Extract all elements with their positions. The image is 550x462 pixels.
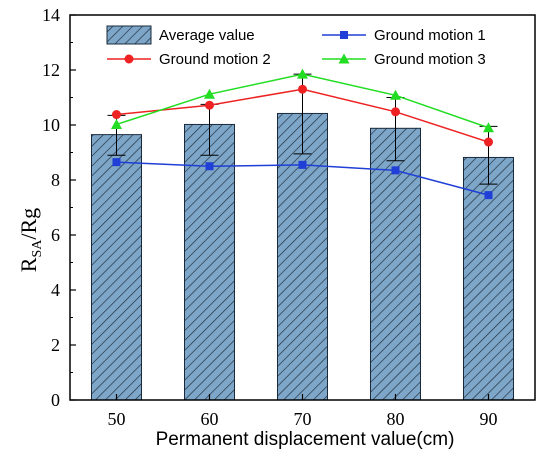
series-point-60 <box>205 100 214 110</box>
legend: Average value Ground motion 1 Ground motio… <box>106 25 486 68</box>
series-3 <box>111 68 494 133</box>
series-point-80 <box>390 89 401 100</box>
series-point-50 <box>112 158 121 167</box>
y-tick-label: 4 <box>51 280 60 300</box>
legend-label: Ground motion 2 <box>159 51 271 68</box>
series-point-60 <box>204 88 215 99</box>
x-axis-title: Permanent displacement value(cm) <box>156 429 455 450</box>
x-tick-label: 60 <box>201 409 219 429</box>
series-point-70 <box>297 68 308 79</box>
series-point-80 <box>391 166 400 175</box>
y-tick-label: 0 <box>51 390 60 410</box>
legend-item-3: Ground motion 2 <box>107 51 271 68</box>
series-point-50 <box>111 118 122 129</box>
legend-swatch <box>106 25 152 45</box>
x-tick-label: 50 <box>108 409 126 429</box>
y-axis-title: RSA/Rg <box>16 208 45 272</box>
series-1 <box>112 158 493 200</box>
legend-swatch-marker <box>338 53 350 64</box>
series-point-70 <box>298 84 307 94</box>
x-tick-label: 70 <box>294 409 312 429</box>
legend-label: Ground motion 1 <box>374 27 486 44</box>
series-point-70 <box>298 160 307 169</box>
legend-swatch-marker <box>340 31 348 39</box>
x-tick-label: 90 <box>480 409 498 429</box>
series-point-90 <box>484 137 493 147</box>
series-point-80 <box>391 107 400 117</box>
y-tick-label: 2 <box>51 335 60 355</box>
legend-swatch-marker <box>124 54 134 64</box>
axes-layer: 0 2 4 6 8 10 12 14 50 60 70 80 90 <box>42 5 536 429</box>
y-tick-label: 6 <box>51 225 60 245</box>
legend-item-1: Average value <box>106 25 255 45</box>
legend-item-2: Ground motion 1 <box>322 27 486 44</box>
y-axis-title-main: R <box>16 257 41 272</box>
y-tick-label: 14 <box>42 5 60 25</box>
legend-item-4: Ground motion 3 <box>322 51 486 68</box>
series-point-90 <box>483 122 494 133</box>
bar-70 <box>277 112 328 401</box>
y-axis-title-sub: SA <box>30 239 45 258</box>
bar-50 <box>91 134 142 401</box>
legend-label: Ground motion 3 <box>374 51 486 68</box>
series-point-60 <box>205 162 214 171</box>
y-tick-label: 12 <box>42 60 60 80</box>
series-2 <box>112 84 493 147</box>
bars-layer <box>91 112 514 401</box>
series-point-90 <box>484 191 493 200</box>
y-axis-title-tail: /Rg <box>16 208 41 240</box>
x-tick-label: 80 <box>387 409 405 429</box>
bar-60 <box>184 123 235 401</box>
y-tick-label: 8 <box>51 170 60 190</box>
y-tick-label: 10 <box>42 115 60 135</box>
legend-label: Average value <box>159 27 255 44</box>
lines-layer <box>111 68 494 200</box>
series-point-50 <box>112 110 121 120</box>
